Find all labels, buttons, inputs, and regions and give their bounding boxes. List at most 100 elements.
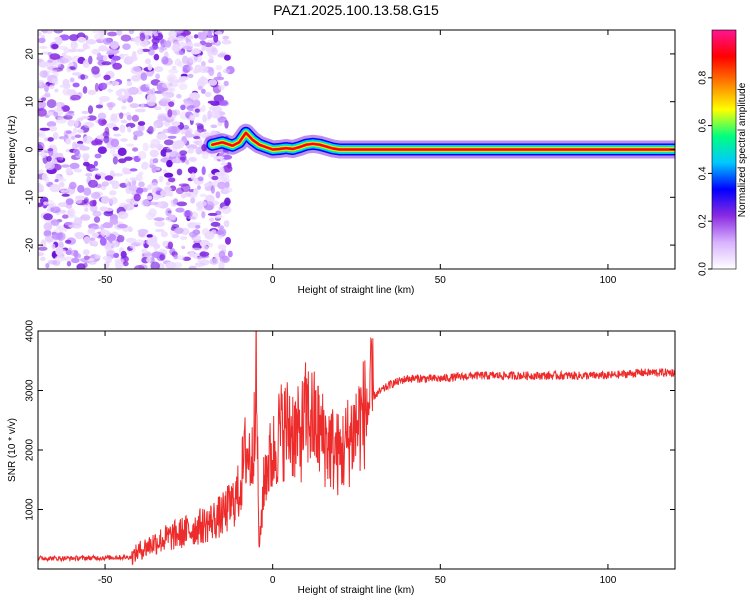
noise-blob bbox=[62, 87, 71, 96]
noise-blob bbox=[151, 30, 158, 34]
noise-blob bbox=[210, 221, 221, 227]
noise-blob bbox=[128, 86, 139, 95]
noise-blob bbox=[129, 168, 138, 172]
noise-blob bbox=[137, 150, 147, 160]
spectrogram-y-tick-label: -10 bbox=[25, 190, 36, 205]
noise-blob bbox=[178, 61, 185, 68]
noise-blob bbox=[38, 169, 45, 175]
noise-blob bbox=[176, 93, 182, 99]
noise-blob bbox=[51, 243, 56, 250]
noise-blob bbox=[157, 114, 167, 122]
noise-blob bbox=[102, 37, 112, 45]
noise-blob bbox=[94, 82, 99, 92]
noise-blob bbox=[134, 108, 146, 113]
noise-blob bbox=[196, 205, 204, 212]
noise-blob bbox=[92, 210, 102, 217]
noise-blob bbox=[71, 257, 80, 264]
noise-blob bbox=[198, 138, 203, 147]
noise-blob bbox=[113, 252, 120, 259]
noise-blob bbox=[169, 151, 176, 157]
noise-blob bbox=[164, 172, 174, 178]
noise-blob bbox=[38, 184, 45, 193]
noise-blob bbox=[117, 147, 127, 156]
noise-blob bbox=[197, 256, 202, 263]
spectrogram-noise-field bbox=[38, 30, 235, 269]
noise-blob bbox=[218, 99, 228, 105]
noise-blob bbox=[47, 137, 54, 142]
noise-blob bbox=[158, 175, 164, 183]
noise-blob bbox=[190, 172, 196, 181]
noise-blob bbox=[187, 73, 194, 78]
noise-blob bbox=[58, 242, 64, 249]
noise-blob bbox=[97, 112, 107, 120]
noise-blob bbox=[173, 254, 179, 260]
noise-blob bbox=[111, 80, 117, 86]
noise-blob bbox=[42, 30, 48, 34]
noise-blob bbox=[197, 32, 209, 41]
noise-blob bbox=[111, 55, 121, 61]
noise-blob bbox=[55, 246, 64, 256]
colorbar-gradient bbox=[711, 29, 737, 270]
noise-blob bbox=[44, 162, 55, 170]
noise-blob bbox=[140, 103, 145, 109]
noise-blob bbox=[155, 167, 161, 171]
noise-blob bbox=[77, 144, 85, 148]
noise-blob bbox=[83, 236, 91, 244]
noise-blob bbox=[128, 30, 135, 35]
noise-blob bbox=[120, 250, 127, 259]
colorbar-tick-label: 0.2 bbox=[698, 214, 709, 228]
noise-blob bbox=[83, 187, 92, 196]
noise-blob bbox=[195, 122, 201, 126]
noise-blob bbox=[68, 49, 77, 53]
noise-blob bbox=[101, 181, 110, 187]
noise-blob bbox=[141, 161, 149, 170]
noise-blob bbox=[149, 45, 160, 51]
noise-blob bbox=[216, 230, 224, 235]
noise-blob bbox=[66, 67, 71, 73]
noise-blob bbox=[44, 92, 51, 97]
noise-blob bbox=[68, 214, 77, 219]
noise-blob bbox=[86, 115, 97, 121]
noise-blob bbox=[146, 93, 157, 103]
noise-blob bbox=[147, 64, 153, 71]
snr-y-tick-label: 4000 bbox=[25, 319, 36, 342]
noise-blob bbox=[38, 144, 43, 153]
noise-blob bbox=[182, 124, 190, 130]
noise-blob bbox=[227, 250, 233, 258]
noise-blob bbox=[65, 112, 75, 117]
noise-blob bbox=[163, 94, 169, 99]
noise-blob bbox=[137, 121, 146, 126]
noise-blob bbox=[65, 130, 72, 135]
noise-blob bbox=[224, 181, 230, 189]
noise-blob bbox=[152, 158, 159, 164]
noise-blob bbox=[77, 184, 85, 193]
noise-blob bbox=[178, 83, 188, 91]
noise-blob bbox=[176, 201, 188, 207]
noise-blob bbox=[82, 86, 88, 94]
spectrogram-x-tick-label: 100 bbox=[600, 275, 617, 286]
noise-blob bbox=[43, 213, 53, 221]
noise-blob bbox=[85, 45, 91, 50]
noise-blob bbox=[218, 84, 225, 91]
noise-blob bbox=[146, 71, 154, 77]
noise-blob bbox=[125, 237, 137, 243]
noise-blob bbox=[208, 79, 218, 86]
noise-blob bbox=[99, 95, 110, 102]
noise-blob bbox=[95, 104, 104, 109]
noise-blob bbox=[109, 218, 119, 225]
noise-blob bbox=[189, 114, 194, 121]
noise-blob bbox=[196, 125, 205, 133]
noise-blob bbox=[65, 239, 72, 244]
noise-blob bbox=[109, 116, 120, 124]
spectrogram-x-tick-label: 50 bbox=[435, 275, 447, 286]
noise-blob bbox=[179, 156, 186, 161]
noise-blob bbox=[109, 146, 116, 155]
noise-blob bbox=[138, 181, 145, 188]
noise-blob bbox=[129, 103, 139, 109]
snr-line bbox=[38, 331, 675, 566]
noise-blob bbox=[213, 76, 225, 81]
noise-blob bbox=[220, 162, 228, 166]
noise-blob bbox=[194, 108, 200, 113]
noise-blob bbox=[153, 217, 165, 222]
noise-blob bbox=[141, 199, 150, 207]
